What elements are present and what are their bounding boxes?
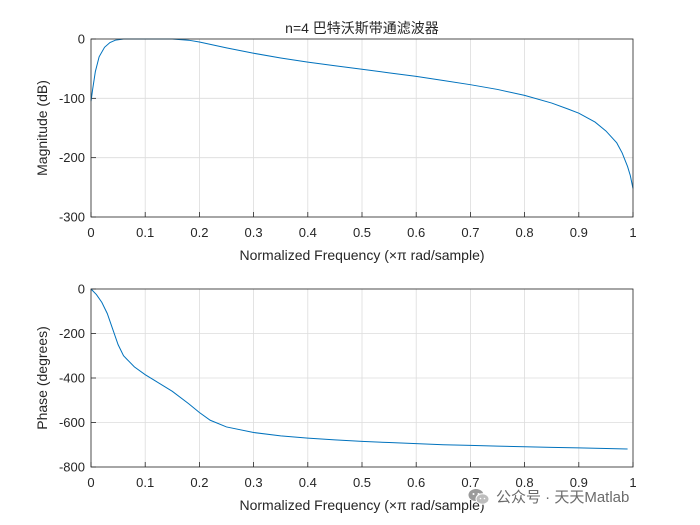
magnitude-x-tick-label: 1 — [629, 225, 636, 240]
phase-y-tick-label: 0 — [78, 282, 85, 297]
phase-y-ticks: 0 -200 -400 -600 -800 — [59, 282, 96, 475]
magnitude-x-tick-label: 0.7 — [461, 225, 479, 240]
phase-y-tick-label: -200 — [59, 326, 85, 341]
wechat-icon — [468, 488, 490, 505]
magnitude-series-line — [90, 38, 634, 189]
chart-title: n=4 巴特沃斯带通滤波器 — [285, 20, 439, 36]
phase-x-tick-label: 0.8 — [516, 475, 534, 490]
phase-x-tick-label: 0.9 — [570, 475, 588, 490]
magnitude-y-ticks: 0 -100 -200 -300 — [59, 32, 96, 225]
phase-x-axis-label: Normalized Frequency (×π rad/sample) — [239, 497, 484, 513]
magnitude-x-tick-label: 0.1 — [136, 225, 154, 240]
watermark-text: 公众号 · 天天Matlab — [496, 489, 630, 506]
magnitude-y-axis-label: Magnitude (dB) — [34, 80, 50, 176]
magnitude-y-tick-label: -200 — [59, 150, 85, 165]
phase-x-tick-label: 0.2 — [190, 475, 208, 490]
magnitude-x-tick-label: 0.3 — [245, 225, 263, 240]
magnitude-x-tick-label: 0.8 — [516, 225, 534, 240]
phase-series-line — [90, 288, 628, 450]
phase-axes: 0 0.1 0.2 0.3 0.4 0.5 0.6 0.7 0.8 0.9 1 0 -200 -400 -… — [34, 282, 637, 514]
magnitude-x-tick-label: 0.4 — [299, 225, 317, 240]
phase-x-tick-label: 0 — [87, 475, 94, 490]
phase-x-tick-label: 0.6 — [407, 475, 425, 490]
magnitude-x-axis-label: Normalized Frequency (×π rad/sample) — [239, 247, 484, 263]
phase-x-tick-label: 0.1 — [136, 475, 154, 490]
magnitude-axes: 0 0.1 0.2 0.3 0.4 0.5 0.6 0.7 0.8 0.9 1 0 -100 -200 -… — [34, 20, 637, 263]
phase-y-tick-label: -600 — [59, 415, 85, 430]
phase-x-ticks: 0 0.1 0.2 0.3 0.4 0.5 0.6 0.7 0.8 0.9 1 — [87, 462, 637, 490]
magnitude-x-tick-label: 0 — [87, 225, 94, 240]
magnitude-y-tick-label: -100 — [59, 91, 85, 106]
phase-y-axis-label: Phase (degrees) — [34, 326, 50, 430]
phase-y-tick-label: -400 — [59, 371, 85, 386]
magnitude-y-tick-label: -300 — [59, 210, 85, 225]
magnitude-axes-box — [90, 38, 634, 218]
phase-x-tick-label: 1 — [629, 475, 636, 490]
magnitude-y-tick-label: 0 — [78, 32, 85, 47]
magnitude-x-tick-label: 0.5 — [353, 225, 371, 240]
magnitude-x-tick-label: 0.6 — [407, 225, 425, 240]
magnitude-x-tick-label: 0.2 — [190, 225, 208, 240]
magnitude-x-ticks: 0 0.1 0.2 0.3 0.4 0.5 0.6 0.7 0.8 0.9 1 — [87, 212, 637, 240]
watermark: 公众号 · 天天Matlab — [468, 486, 629, 507]
phase-x-tick-label: 0.4 — [299, 475, 317, 490]
phase-axes-box — [90, 288, 634, 468]
phase-x-tick-label: 0.5 — [353, 475, 371, 490]
phase-x-tick-label: 0.3 — [245, 475, 263, 490]
magnitude-x-tick-label: 0.9 — [570, 225, 588, 240]
phase-x-tick-label: 0.7 — [461, 475, 479, 490]
phase-y-tick-label: -800 — [59, 460, 85, 475]
